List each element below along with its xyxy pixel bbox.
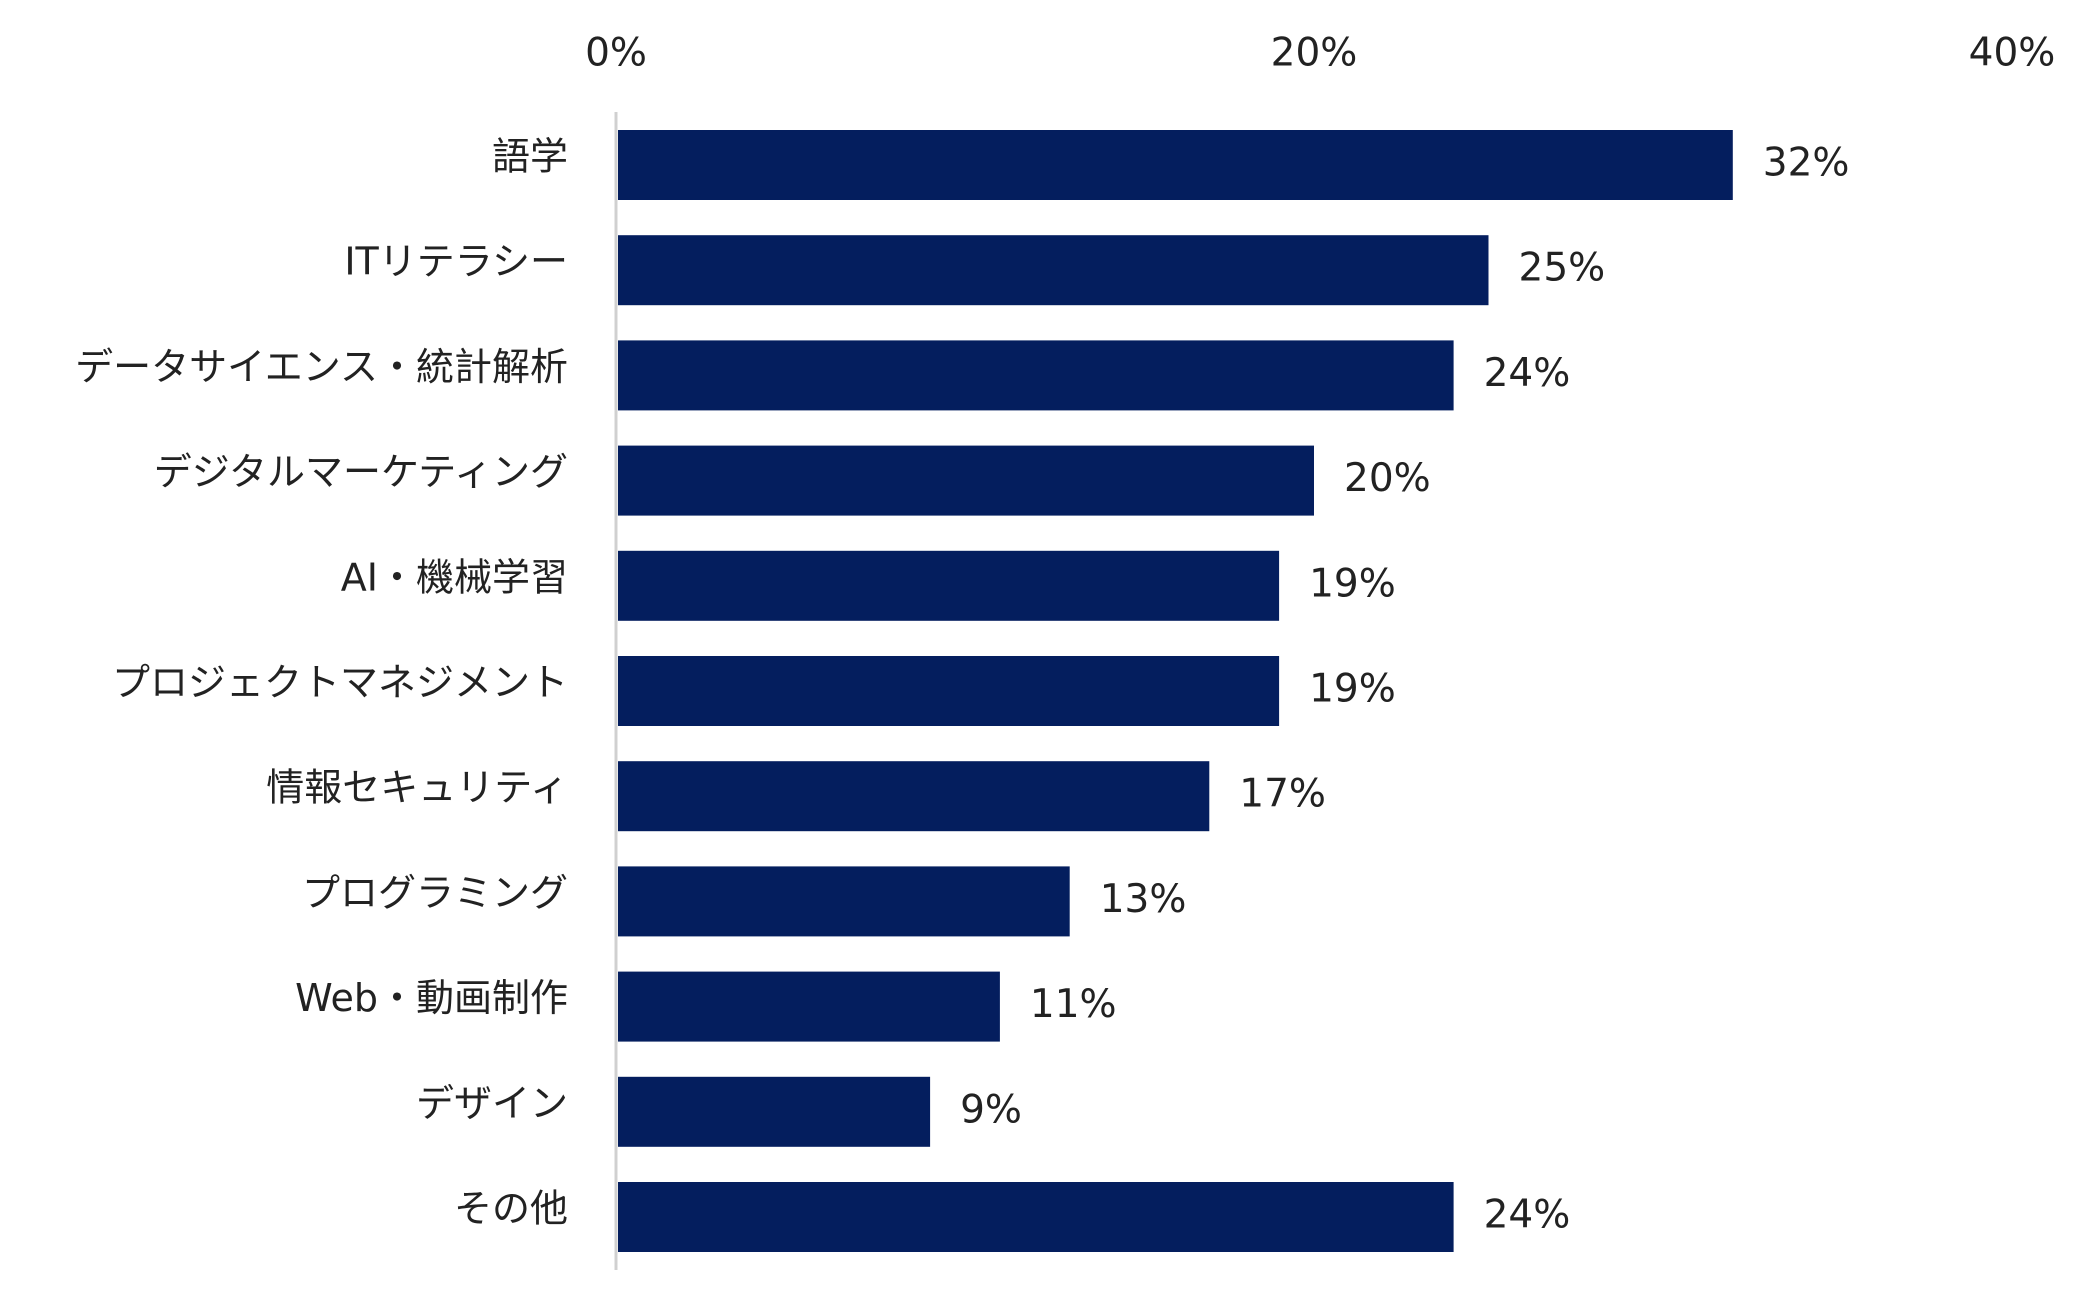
category-label: その他 (454, 1187, 568, 1231)
data-label: 24% (1484, 1193, 1571, 1238)
bar (618, 761, 1210, 832)
bar (618, 130, 1733, 200)
data-label: 9% (960, 1087, 1022, 1132)
bar (618, 445, 1314, 516)
category-label: 語学 (492, 135, 568, 179)
data-label: 19% (1309, 667, 1396, 712)
x-tick-label: 0% (585, 31, 647, 76)
x-tick-label: 40% (1969, 31, 2056, 76)
data-label: 19% (1309, 561, 1396, 606)
bar (618, 971, 1000, 1042)
data-label: 13% (1100, 877, 1187, 922)
value-labels: 32% 25% 24% 20% 19% 19% 17% 13% 11% 9% 24% (960, 141, 1849, 1238)
x-axis-ticks: 0% 20% 40% (585, 31, 2055, 76)
category-label: Web・動画制作 (295, 976, 568, 1020)
data-label: 24% (1484, 351, 1571, 396)
data-label: 32% (1763, 141, 1850, 186)
data-label: 25% (1519, 246, 1606, 291)
bar (618, 550, 1280, 621)
bar (618, 1182, 1454, 1252)
bar (618, 235, 1489, 306)
category-label: プログラミング (302, 871, 568, 915)
bar (618, 656, 1280, 726)
category-label: データサイエンス・統計解析 (75, 345, 568, 389)
bar (618, 866, 1070, 937)
x-tick-label: 20% (1271, 31, 1358, 76)
bar (618, 340, 1454, 411)
data-label: 11% (1030, 982, 1117, 1027)
bar (618, 1076, 931, 1147)
category-label: 情報セキュリティ (266, 766, 568, 810)
category-label: デザイン (416, 1081, 568, 1125)
category-label: デジタルマーケティング (154, 450, 568, 494)
category-label: プロジェクトマネジメント (112, 661, 568, 705)
category-label: ITリテラシー (344, 240, 568, 284)
bars (618, 130, 1733, 1252)
data-label: 17% (1239, 772, 1326, 817)
data-label: 20% (1344, 456, 1431, 501)
category-label: AI・機械学習 (341, 555, 568, 599)
